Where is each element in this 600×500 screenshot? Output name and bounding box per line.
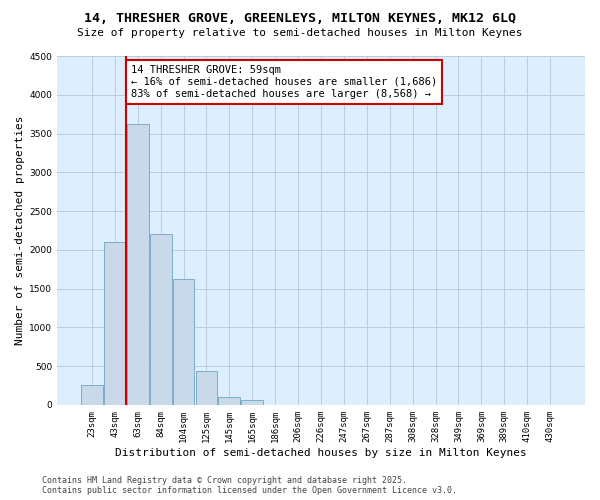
Bar — [104, 242, 126, 405]
Text: 14, THRESHER GROVE, GREENLEYS, MILTON KEYNES, MK12 6LQ: 14, THRESHER GROVE, GREENLEYS, MILTON KE… — [84, 12, 516, 26]
Bar — [127, 124, 149, 405]
Text: 14 THRESHER GROVE: 59sqm
← 16% of semi-detached houses are smaller (1,686)
83% o: 14 THRESHER GROVE: 59sqm ← 16% of semi-d… — [131, 66, 437, 98]
Bar — [150, 234, 172, 405]
Text: Contains HM Land Registry data © Crown copyright and database right 2025.
Contai: Contains HM Land Registry data © Crown c… — [42, 476, 457, 495]
Text: Size of property relative to semi-detached houses in Milton Keynes: Size of property relative to semi-detach… — [77, 28, 523, 38]
X-axis label: Distribution of semi-detached houses by size in Milton Keynes: Distribution of semi-detached houses by … — [115, 448, 527, 458]
Bar — [173, 279, 194, 405]
Bar — [218, 397, 240, 405]
Bar — [81, 386, 103, 405]
Bar — [196, 370, 217, 405]
Bar — [241, 400, 263, 405]
Y-axis label: Number of semi-detached properties: Number of semi-detached properties — [15, 116, 25, 345]
